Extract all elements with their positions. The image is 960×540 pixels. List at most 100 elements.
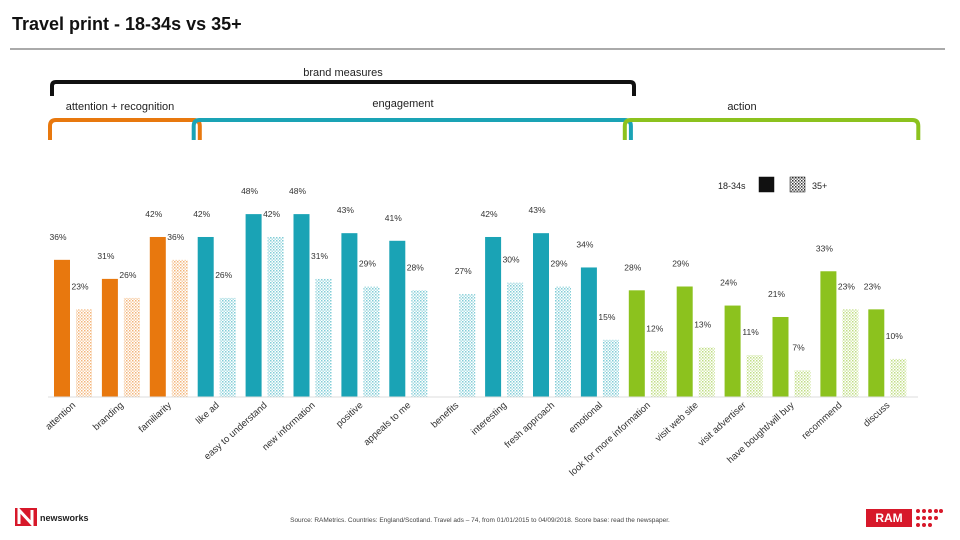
value-label: 7% [792, 342, 805, 352]
x-tick-label: attention [44, 400, 78, 433]
bar [676, 286, 693, 397]
value-label: 31% [97, 251, 114, 261]
legend-swatch [758, 176, 775, 193]
bar [485, 236, 502, 397]
logo-dots [916, 509, 943, 527]
value-label: 15% [598, 312, 615, 322]
value-label: 43% [337, 205, 354, 215]
legend-label: 18-34s [718, 181, 746, 191]
group-bracket [622, 118, 921, 140]
value-label: 43% [528, 205, 545, 215]
bar [794, 370, 811, 397]
value-label: 23% [838, 281, 855, 291]
bar [868, 309, 885, 397]
bar [341, 233, 358, 397]
value-label: 26% [119, 270, 136, 280]
bar [507, 282, 524, 397]
bar [101, 278, 118, 397]
bar [602, 339, 619, 397]
value-label: 28% [407, 262, 424, 272]
x-tick-label: like ad [194, 400, 222, 427]
x-tick-label: benefits [429, 400, 461, 431]
value-label: 41% [385, 213, 402, 223]
source: Source: RAMetrics. Countries: England/Sc… [290, 517, 670, 524]
bar [197, 236, 214, 397]
value-label: 23% [864, 281, 881, 291]
bar [650, 351, 667, 397]
x-tick-label: visit web site [653, 400, 700, 444]
bar [842, 309, 859, 397]
logo-right: RAM [875, 511, 902, 525]
value-label: 29% [359, 259, 376, 269]
value-label: 42% [145, 209, 162, 219]
bar [267, 236, 284, 397]
chart-title: Travel print - 18-34s vs 35+ [12, 14, 242, 34]
x-tick-label: emotional [567, 400, 605, 436]
value-label: 29% [672, 259, 689, 269]
bar [580, 267, 597, 397]
value-label: 29% [550, 259, 567, 269]
group-bracket [191, 118, 633, 140]
value-label: 48% [289, 186, 306, 196]
logo-right-box [866, 509, 912, 527]
x-tick-label: positive [334, 400, 365, 430]
x-tick-label: fresh approach [503, 400, 557, 451]
x-tick-label: familiarity [137, 400, 174, 435]
x-tick-label: discuss [861, 400, 892, 430]
logo-left: newsworks [40, 513, 89, 523]
bar [219, 297, 236, 397]
bar [724, 305, 741, 397]
value-label: 24% [720, 278, 737, 288]
value-label: 42% [193, 209, 210, 219]
value-label: 13% [694, 319, 711, 329]
bar [315, 278, 332, 397]
value-label: 23% [71, 281, 88, 291]
bar [533, 233, 549, 397]
value-label: 31% [311, 251, 328, 261]
bar [245, 214, 262, 397]
bar [698, 347, 715, 397]
value-label: 42% [481, 209, 498, 219]
legend-label: 35+ [812, 181, 827, 191]
value-label: 11% [742, 327, 759, 337]
bar [389, 240, 406, 397]
value-label: 30% [503, 255, 520, 265]
bracket-label: brand measures [303, 67, 383, 79]
value-label: 34% [576, 239, 593, 249]
bar [555, 286, 571, 397]
bar [820, 271, 837, 397]
bar [123, 297, 140, 397]
value-label: 21% [768, 289, 785, 299]
bar [628, 290, 645, 397]
bar [76, 309, 92, 397]
bar [411, 290, 428, 397]
group-label: attention + recognition [66, 101, 175, 113]
value-label: 36% [49, 232, 66, 242]
group-label: action [727, 101, 756, 113]
value-label: 33% [816, 243, 833, 253]
bar [746, 355, 763, 397]
x-tick-label: look for more information [567, 400, 652, 478]
bar [54, 259, 70, 397]
bar [459, 294, 476, 397]
value-label: 10% [886, 331, 903, 341]
group-label: engagement [372, 98, 433, 110]
value-label: 28% [624, 262, 641, 272]
x-tick-label: branding [91, 400, 126, 433]
bar [293, 214, 310, 397]
bracket [50, 80, 636, 96]
x-tick-label: appeals to me [362, 400, 414, 448]
bar [363, 286, 380, 397]
x-tick-label: recommend [800, 400, 845, 442]
group-bracket [48, 118, 202, 140]
bar [149, 236, 166, 397]
value-label: 26% [215, 270, 232, 280]
value-label: 36% [167, 232, 184, 242]
value-label: 12% [646, 323, 663, 333]
value-label: 42% [263, 209, 280, 219]
logo-n [17, 506, 34, 528]
legend-swatch [789, 176, 806, 193]
value-label: 48% [241, 186, 258, 196]
value-label: 27% [455, 266, 472, 276]
